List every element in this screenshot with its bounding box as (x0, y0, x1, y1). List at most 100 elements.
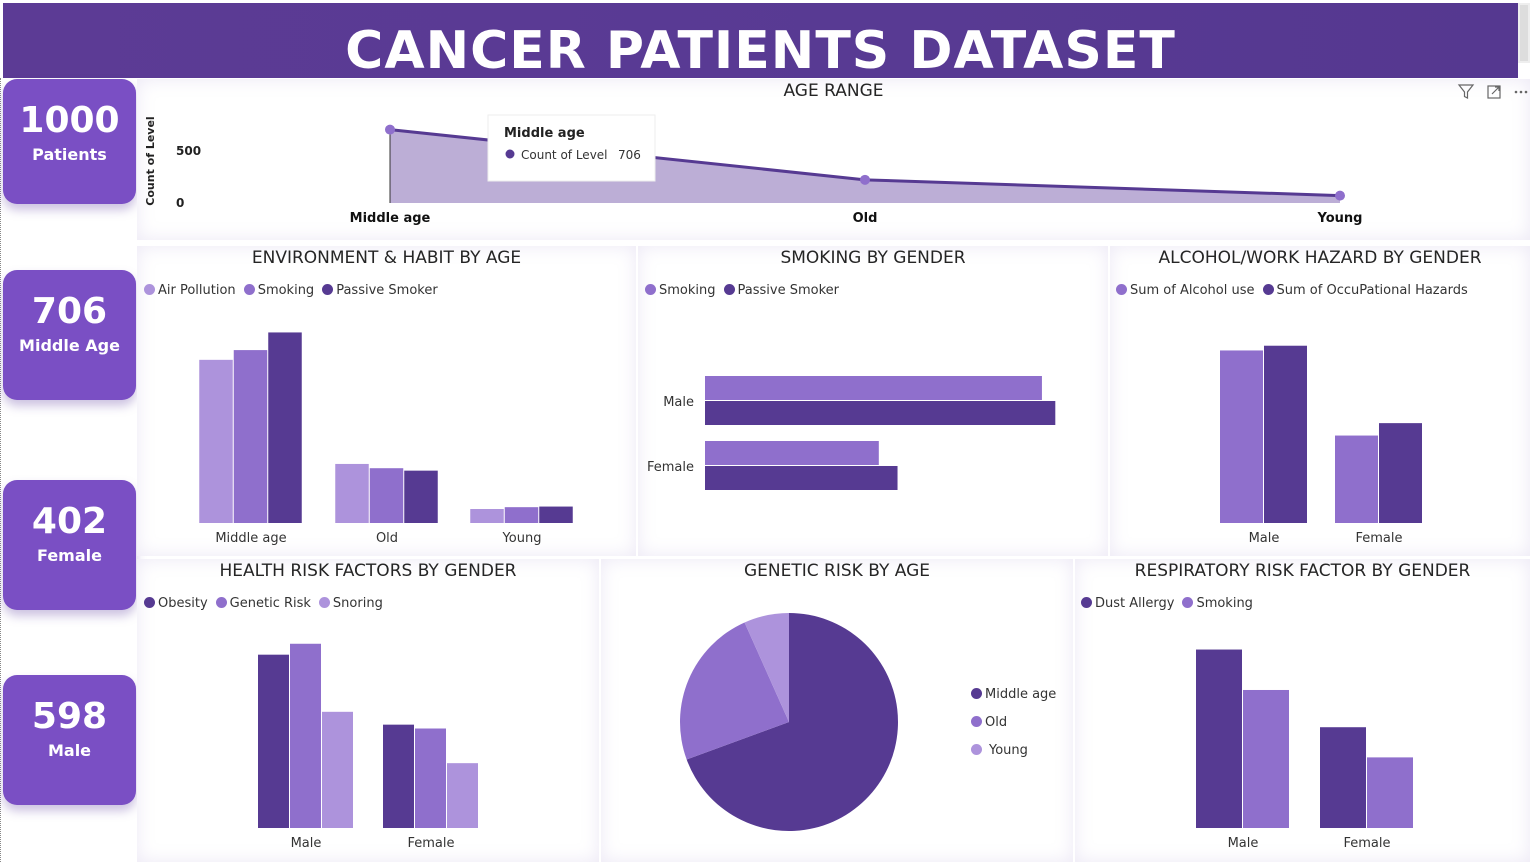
tooltip: Middle age Count of Level 706 (487, 114, 656, 182)
bar[interactable] (404, 470, 438, 523)
y-tick-label: 500 (176, 144, 201, 158)
legend-item[interactable]: Dust Allergy (1081, 596, 1174, 611)
y-tick-label: Female (647, 460, 694, 475)
x-tick-label: Young (502, 531, 542, 546)
bar[interactable] (322, 711, 353, 828)
kpi-card-female[interactable]: 402 Female (3, 480, 136, 610)
legend-label: Snoring (332, 596, 383, 611)
bar[interactable] (415, 728, 446, 829)
bar[interactable] (1196, 649, 1242, 828)
legend-item[interactable]: Sum of OccuPational Hazards (1262, 283, 1468, 298)
legend-label: Old (985, 715, 1008, 730)
data-point[interactable] (860, 174, 870, 185)
legend-label: Young (989, 743, 1028, 758)
panel-health-risk[interactable]: HEALTH RISK FACTORS BY GENDER Obesity Gen… (137, 559, 599, 862)
legend: Sum of Alcohol use Sum of OccuPational Ha… (1116, 283, 1476, 298)
legend-label: Passive Smoker (336, 283, 438, 298)
kpi-card-patients[interactable]: 1000 Patients (3, 79, 136, 204)
data-point[interactable] (1335, 190, 1345, 201)
legend: Obesity Genetic Risk Snoring (144, 596, 391, 611)
legend-label: Dust Allergy (1095, 596, 1175, 611)
bar[interactable] (383, 724, 414, 828)
bar[interactable] (335, 463, 369, 523)
legend-item[interactable]: Middle age (971, 687, 1056, 702)
smoking-gender-chart[interactable]: Male Female (638, 246, 1108, 556)
bar[interactable] (233, 350, 268, 523)
panel-age-range[interactable]: AGE RANGE (137, 79, 1530, 240)
legend-label: Sum of Alcohol use (1130, 283, 1255, 298)
bar[interactable] (258, 654, 289, 828)
legend-item[interactable]: Young (971, 743, 1056, 758)
kpi-label: Female (37, 546, 102, 565)
bar[interactable] (447, 763, 478, 828)
legend-label: Smoking (659, 283, 716, 298)
x-tick-label: Middle age (215, 531, 286, 546)
x-tick-label: Male (291, 836, 322, 851)
legend-item[interactable]: Passive Smoker (322, 283, 438, 298)
chart-title: RESPIRATORY RISK FACTOR BY GENDER (1134, 561, 1471, 581)
legend-label: Obesity (158, 596, 208, 611)
age-range-chart[interactable]: Count of Level 0 500 Middle age Old Young Mi… (137, 79, 1530, 240)
legend-item[interactable]: Sum of Alcohol use (1116, 283, 1255, 298)
bar[interactable] (290, 643, 321, 828)
bar[interactable] (1264, 345, 1307, 523)
page-left-border (0, 78, 3, 862)
bar[interactable] (705, 376, 1042, 400)
dashboard-title: CANCER PATIENTS DATASET (345, 21, 1176, 81)
more-options-icon[interactable] (1514, 90, 1528, 94)
pie-slice[interactable] (744, 613, 789, 722)
legend-label: Air Pollution (158, 283, 236, 298)
y-axis-title: Count of Level (144, 116, 157, 205)
bar[interactable] (1367, 757, 1413, 828)
kpi-card-male[interactable]: 598 Male (3, 675, 136, 805)
kpi-value: 598 (31, 696, 108, 737)
legend: Smoking Passive Smoker (645, 283, 847, 298)
legend-item[interactable]: Smoking (243, 283, 314, 298)
panel-alcohol-hazard[interactable]: ALCOHOL/WORK HAZARD BY GENDER Sum of Alc… (1110, 246, 1530, 556)
legend: Middle age Old Young (971, 687, 1064, 771)
bar[interactable] (705, 441, 879, 465)
legend-label: Smoking (1196, 596, 1253, 611)
bar[interactable] (705, 401, 1056, 425)
health-risk-chart[interactable]: Male Female (137, 559, 599, 862)
bar[interactable] (1243, 689, 1289, 828)
chart-title: ALCOHOL/WORK HAZARD BY GENDER (1158, 248, 1482, 268)
pie-slice[interactable] (686, 613, 898, 831)
kpi-label: Male (47, 741, 92, 760)
bar[interactable] (1320, 727, 1366, 828)
bar[interactable] (369, 468, 404, 523)
focus-mode-icon[interactable] (1487, 85, 1501, 99)
respiratory-chart[interactable]: Male Female (1075, 559, 1530, 862)
chart-title: AGE RANGE (783, 81, 884, 101)
bar[interactable] (470, 508, 504, 523)
x-tick-label: Female (1355, 531, 1402, 546)
bar[interactable] (1335, 435, 1378, 523)
bar[interactable] (705, 466, 898, 490)
bar[interactable] (1379, 423, 1422, 523)
legend-item[interactable]: Smoking (645, 283, 716, 298)
alcohol-hazard-chart[interactable]: Male Female (1110, 246, 1530, 556)
legend-item[interactable]: Snoring (318, 596, 383, 611)
filter-icon[interactable] (1457, 84, 1475, 99)
legend-item[interactable]: Obesity (144, 596, 208, 611)
genetic-risk-chart[interactable] (601, 559, 961, 862)
scrollbar[interactable] (1518, 3, 1530, 63)
legend-item[interactable]: Air Pollution (144, 283, 236, 298)
legend-item[interactable]: Old (971, 715, 1056, 730)
env-habit-chart[interactable]: Middle age Old Young (137, 246, 636, 556)
bar[interactable] (539, 506, 573, 523)
kpi-card-middle-age[interactable]: 706 Middle Age (3, 270, 136, 400)
data-point[interactable] (385, 124, 395, 135)
legend-item[interactable]: Genetic Risk (215, 596, 311, 611)
bar[interactable] (268, 332, 302, 523)
bar[interactable] (504, 507, 539, 523)
bar[interactable] (1220, 350, 1263, 523)
panel-respiratory[interactable]: RESPIRATORY RISK FACTOR BY GENDER Dust A… (1075, 559, 1530, 862)
bar[interactable] (199, 359, 233, 523)
y-tick-label: 0 (176, 196, 184, 210)
x-tick-label: Young (1317, 211, 1363, 226)
pie-slice[interactable] (680, 622, 789, 760)
chart-title: GENETIC RISK BY AGE (744, 561, 930, 581)
legend-item[interactable]: Smoking (1182, 596, 1253, 611)
legend-item[interactable]: Passive Smoker (723, 283, 839, 298)
